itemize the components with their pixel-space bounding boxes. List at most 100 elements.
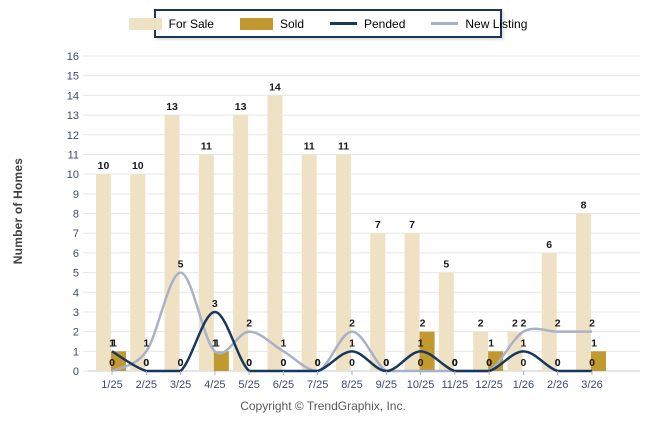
bar-for-sale — [267, 95, 283, 371]
value-label-for-sale: 2 — [478, 318, 484, 330]
value-label-new-listing: 0 — [383, 357, 389, 369]
legend-label-pended: Pended — [364, 16, 406, 31]
x-tick-label: 1/25 — [101, 379, 122, 391]
value-label-for-sale: 6 — [546, 239, 552, 251]
value-label-new-listing: 2 — [589, 318, 595, 330]
value-label-sold: 1 — [214, 337, 220, 349]
value-label-for-sale: 11 — [304, 140, 315, 152]
chart-legend: For Sale Sold Pended New Listing — [128, 9, 527, 38]
legend-item-new-listing: New Listing — [431, 17, 527, 31]
legend-label-sold: Sold — [279, 16, 304, 31]
value-label-for-sale: 7 — [375, 219, 381, 231]
bar-for-sale — [370, 233, 386, 371]
y-tick-label: 1 — [73, 346, 79, 358]
y-tick-label: 5 — [73, 268, 79, 280]
x-tick-label: 6/25 — [273, 379, 294, 391]
value-label-new-listing: 2 — [521, 318, 527, 330]
bar-for-sale — [473, 331, 489, 371]
value-label-for-sale: 13 — [235, 101, 247, 113]
x-tick-label: 2/25 — [136, 379, 157, 391]
x-tick-label: 10/25 — [407, 379, 435, 391]
pended-line — [111, 310, 592, 373]
y-tick-label: 8 — [73, 209, 79, 221]
value-label-for-sale: 11 — [338, 140, 349, 152]
value-label-for-sale: 8 — [581, 200, 587, 212]
value-label-pended: 1 — [349, 337, 355, 349]
legend-label-new-listing: New Listing — [465, 16, 528, 31]
bar-for-sale — [301, 154, 317, 371]
bar-sold — [591, 351, 606, 371]
value-label-pended: 0 — [315, 357, 321, 369]
value-label-new-listing: 0 — [109, 357, 115, 369]
value-label-new-listing: 2 — [555, 318, 561, 330]
value-label-new-listing: 1 — [143, 337, 149, 349]
value-label-sold: 0 — [143, 357, 149, 369]
value-label-pended: 0 — [589, 357, 595, 369]
legend-label-for-sale: For Sale — [168, 16, 214, 31]
value-label-pended: 0 — [555, 357, 561, 369]
value-label-sold: 0 — [281, 357, 287, 369]
y-tick-label: 16 — [67, 51, 79, 63]
x-tick-label: 9/25 — [376, 379, 397, 391]
value-label-pended: 0 — [452, 357, 458, 369]
value-label-pended: 0 — [486, 357, 492, 369]
value-label-new-listing: 0 — [418, 357, 424, 369]
y-tick-label: 11 — [68, 149, 79, 161]
for-sale-swatch-icon — [128, 17, 162, 30]
legend-item-for-sale: For Sale — [128, 16, 214, 31]
new-listing-line — [111, 271, 592, 373]
value-label-pended: 3 — [212, 298, 218, 310]
value-label-for-sale: 5 — [443, 259, 449, 271]
value-label-sold: 0 — [315, 357, 321, 369]
value-label-sold: 0 — [452, 357, 458, 369]
x-tick-label: 11/25 — [441, 379, 468, 391]
value-label-new-listing: 0 — [452, 357, 458, 369]
value-label-sold: 0 — [521, 357, 527, 369]
copyright-text: Copyright © TrendGraphix, Inc. — [240, 399, 406, 413]
value-label-new-listing: 2 — [246, 318, 252, 330]
x-tick-label: 1/26 — [513, 379, 534, 391]
bar-sold — [419, 331, 435, 371]
value-label-sold: 1 — [111, 337, 117, 349]
bar-for-sale — [507, 331, 523, 371]
x-tick-label: 5/25 — [238, 379, 259, 391]
value-label-new-listing: 5 — [178, 259, 184, 271]
bar-for-sale — [336, 154, 351, 371]
value-label-for-sale: 10 — [132, 160, 144, 172]
y-tick-label: 6 — [73, 248, 79, 260]
value-label-for-sale: 14 — [269, 81, 281, 93]
sold-swatch-icon — [239, 17, 273, 30]
y-tick-label: 9 — [73, 189, 79, 201]
value-label-pended: 1 — [418, 337, 424, 349]
y-tick-label: 7 — [73, 228, 79, 240]
value-label-pended: 0 — [178, 357, 184, 369]
bar-for-sale — [233, 115, 249, 371]
bar-for-sale — [130, 174, 146, 371]
bar-for-sale — [541, 252, 557, 371]
value-label-sold: 1 — [591, 337, 597, 349]
x-tick-label: 12/25 — [475, 379, 503, 391]
bar-sold — [213, 351, 229, 371]
y-tick-label: 2 — [73, 327, 79, 339]
bar-for-sale — [404, 233, 420, 371]
x-tick-label: 3/25 — [170, 379, 191, 391]
bar-for-sale — [198, 154, 214, 371]
value-label-for-sale: 10 — [98, 160, 110, 172]
value-label-for-sale: 2 — [512, 318, 518, 330]
x-tick-label: 2/26 — [547, 379, 568, 391]
value-label-sold: 0 — [555, 357, 561, 369]
value-label-sold: 2 — [420, 318, 426, 330]
x-tick-label: 8/25 — [341, 379, 362, 391]
value-label-pended: 1 — [521, 337, 527, 349]
value-label-new-listing: 1 — [281, 337, 287, 349]
value-label-pended: 0 — [246, 357, 252, 369]
value-label-sold: 0 — [246, 357, 252, 369]
y-tick-label: 14 — [67, 90, 79, 102]
value-label-for-sale: 13 — [166, 101, 178, 113]
value-label-sold: 1 — [488, 337, 494, 349]
y-tick-label: 3 — [73, 307, 79, 319]
value-label-pended: 1 — [109, 337, 115, 349]
bar-for-sale — [164, 115, 180, 371]
